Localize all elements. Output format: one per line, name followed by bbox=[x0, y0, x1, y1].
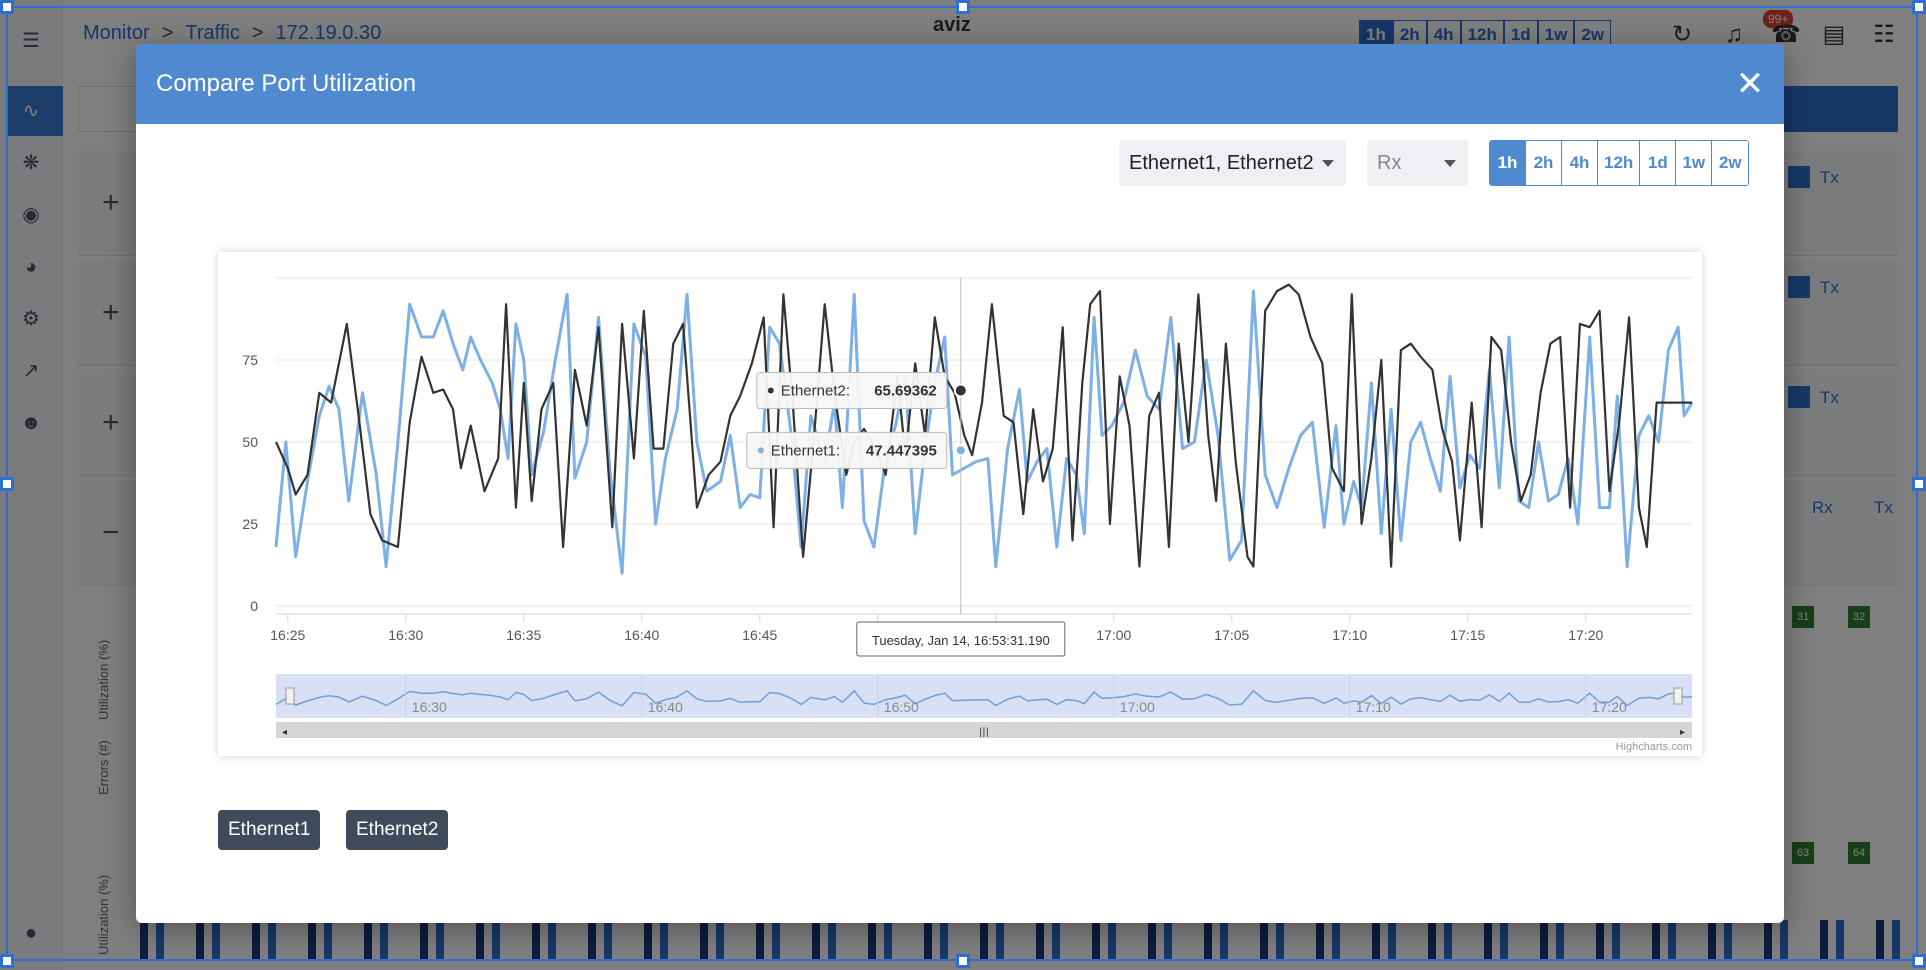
modal-header: Compare Port Utilization ✕ bbox=[136, 44, 1784, 124]
scrollbar-track bbox=[276, 722, 1692, 738]
navigator-tick-label: 16:30 bbox=[412, 699, 447, 715]
chart-credits: Highcharts.com bbox=[1616, 741, 1692, 753]
time-range-group: 1h 2h 4h 12h 1d 1w 2w bbox=[1489, 140, 1750, 186]
x-tick-label: 16:45 bbox=[742, 627, 777, 643]
navigator-tick-label: 17:00 bbox=[1120, 699, 1155, 715]
chevron-down-icon bbox=[1444, 160, 1456, 167]
tooltip-box bbox=[746, 431, 948, 469]
navigator-handle bbox=[1673, 687, 1683, 705]
resize-handle[interactable] bbox=[1912, 954, 1926, 968]
navigator-series bbox=[275, 689, 1693, 707]
tooltip-bullet bbox=[767, 387, 774, 394]
range-4h-button[interactable]: 4h bbox=[1562, 141, 1598, 185]
range-1h-button[interactable]: 1h bbox=[1490, 141, 1526, 185]
x-tick-label: 17:10 bbox=[1332, 627, 1367, 643]
legend-ethernet1-button[interactable]: Ethernet1 bbox=[218, 810, 321, 850]
resize-handle[interactable] bbox=[0, 477, 14, 491]
resize-handle[interactable] bbox=[956, 0, 970, 14]
direction-select[interactable]: Rx bbox=[1367, 140, 1468, 186]
tooltip-value: 47.447395 bbox=[866, 442, 937, 459]
series-line-ethernet2 bbox=[274, 283, 1692, 568]
resize-handle[interactable] bbox=[0, 0, 14, 14]
hover-marker-ethernet2 bbox=[953, 383, 968, 398]
utilization-chart[interactable]: 0 25 50 75 16:25 16:30 16:35 16:40 16:45 16:50 16:… bbox=[218, 252, 1702, 756]
direction-select-value: Rx bbox=[1377, 152, 1402, 174]
resize-handle[interactable] bbox=[1912, 477, 1926, 491]
x-tick-label: 17:15 bbox=[1450, 627, 1485, 643]
range-1w-button[interactable]: 1w bbox=[1676, 141, 1713, 185]
tooltip-value: 65.69362 bbox=[874, 383, 937, 400]
scroll-right-arrow: ▸ bbox=[1680, 727, 1685, 738]
y-tick-label: 25 bbox=[242, 516, 258, 532]
compare-port-modal: Compare Port Utilization ✕ Ethernet1, Et… bbox=[136, 44, 1784, 923]
range-12h-button[interactable]: 12h bbox=[1598, 141, 1641, 185]
x-tooltip-box bbox=[856, 621, 1066, 657]
chevron-down-icon bbox=[1322, 160, 1334, 167]
hover-marker-ethernet1 bbox=[954, 444, 967, 457]
navigator-mask bbox=[276, 674, 1692, 718]
x-tick-label: 17:05 bbox=[1214, 627, 1249, 643]
x-tick-label: 16:25 bbox=[270, 627, 305, 643]
y-tick-label: 0 bbox=[250, 598, 258, 614]
scroll-left-arrow: ◂ bbox=[282, 727, 287, 738]
navigator-handle bbox=[285, 687, 295, 705]
navigator-tick-label: 17:10 bbox=[1356, 699, 1391, 715]
port-select-value: Ethernet1, Ethernet2 bbox=[1129, 152, 1314, 174]
utilization-chart-card: 0 25 50 75 16:25 16:30 16:35 16:40 16:45 16:50 16:… bbox=[218, 252, 1702, 756]
y-tick-label: 50 bbox=[242, 434, 258, 450]
tooltip-series-name: Ethernet2: bbox=[781, 383, 850, 400]
x-tooltip-label: Tuesday, Jan 14, 16:53:31.190 bbox=[872, 633, 1050, 648]
resize-handle[interactable] bbox=[1912, 0, 1926, 14]
port-select[interactable]: Ethernet1, Ethernet2 bbox=[1119, 140, 1346, 186]
series-line-ethernet1 bbox=[274, 289, 1694, 575]
scroll-grip: ||| bbox=[979, 727, 989, 738]
modal-title: Compare Port Utilization bbox=[156, 70, 417, 97]
x-tick-label: 17:00 bbox=[1096, 627, 1131, 643]
resize-handle[interactable] bbox=[956, 954, 970, 968]
legend-ethernet2-button[interactable]: Ethernet2 bbox=[346, 810, 449, 850]
navigator-tick-label: 17:20 bbox=[1592, 699, 1627, 715]
x-tick-label: 16:40 bbox=[624, 627, 659, 643]
tooltip-series-name: Ethernet1: bbox=[771, 442, 840, 459]
navigator-tick-label: 16:50 bbox=[884, 699, 919, 715]
close-icon[interactable]: ✕ bbox=[1735, 65, 1765, 103]
x-tick-label: 16:30 bbox=[388, 627, 423, 643]
range-1d-button[interactable]: 1d bbox=[1640, 141, 1677, 185]
range-2h-button[interactable]: 2h bbox=[1526, 141, 1562, 185]
x-tick-label: 16:35 bbox=[506, 627, 541, 643]
resize-handle[interactable] bbox=[0, 954, 14, 968]
y-tick-label: 75 bbox=[242, 352, 258, 368]
x-tick-label: 17:20 bbox=[1568, 627, 1603, 643]
tooltip-box bbox=[756, 372, 948, 410]
navigator-tick-label: 16:40 bbox=[648, 699, 683, 715]
range-2w-button[interactable]: 2w bbox=[1712, 141, 1749, 185]
tooltip-bullet bbox=[757, 447, 764, 454]
